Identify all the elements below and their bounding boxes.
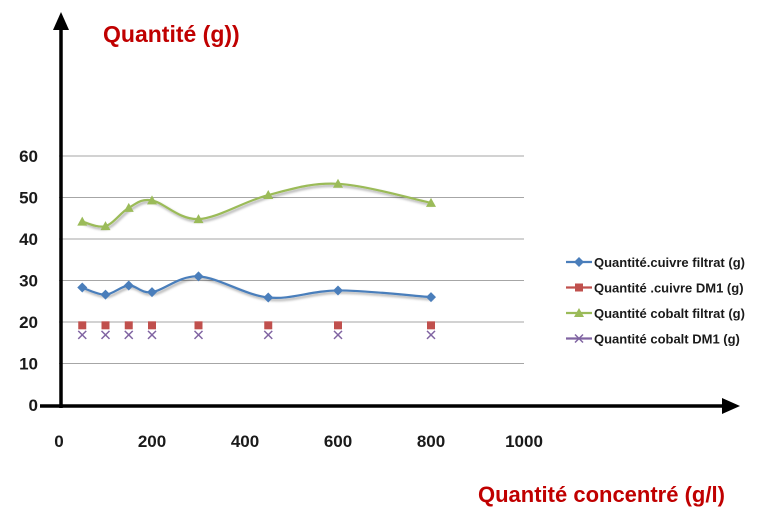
data-point	[193, 214, 204, 224]
series-line	[81, 275, 432, 299]
data-point	[263, 292, 274, 303]
data-point	[124, 321, 133, 330]
data-point	[427, 321, 435, 330]
legend-label: Quantité .cuivre DM1 (g)	[594, 281, 744, 296]
series-3	[77, 178, 436, 231]
y-axis-title: Quantité (g))	[103, 21, 240, 47]
y-tick-label: 10	[19, 355, 38, 374]
x-tick-label: 800	[417, 432, 445, 451]
series-line	[81, 182, 432, 228]
data-point	[78, 321, 87, 330]
series-2	[78, 321, 435, 330]
legend-label: Quantité cobalt filtrat (g)	[594, 306, 745, 321]
data-point	[333, 285, 343, 296]
data-point	[334, 321, 342, 330]
data-point	[77, 216, 88, 226]
legend-marker	[575, 283, 583, 292]
data-point	[426, 330, 436, 340]
y-tick-label: 60	[19, 147, 38, 166]
x-axis-arrow	[722, 398, 740, 414]
data-point	[148, 321, 156, 330]
data-point	[264, 321, 273, 330]
series-1	[77, 271, 436, 303]
data-point	[100, 221, 111, 231]
data-point	[101, 321, 110, 330]
data-point	[426, 292, 436, 303]
y-tick-label: 40	[19, 230, 38, 249]
data-point	[333, 330, 343, 340]
y-tick-label: 50	[19, 189, 38, 208]
data-point	[193, 271, 204, 282]
series-4	[77, 330, 436, 340]
legend-marker	[574, 257, 584, 267]
data-point	[124, 330, 134, 340]
legend-label: Quantité.cuivre filtrat (g)	[594, 255, 745, 270]
x-tick-label: 200	[138, 432, 166, 451]
y-tick-label: 20	[19, 313, 38, 332]
y-tick-label: 30	[19, 272, 38, 291]
y-axis-arrow	[53, 12, 69, 30]
data-point	[77, 330, 87, 340]
x-tick-label: 0	[54, 432, 63, 451]
series-layer	[77, 178, 436, 340]
legend-item: Quantité.cuivre filtrat (g)	[566, 255, 745, 270]
data-point	[263, 330, 273, 340]
data-point	[147, 287, 157, 298]
legend-item: Quantité cobalt filtrat (g)	[566, 306, 745, 321]
data-point	[333, 178, 343, 188]
y-tick-label: 0	[29, 396, 38, 415]
legend-marker	[574, 308, 584, 317]
axes	[40, 12, 740, 414]
data-point	[426, 197, 436, 207]
x-tick-label: 1000	[505, 432, 543, 451]
x-axis-title: Quantité concentré (g/l)	[478, 482, 725, 507]
data-point	[194, 321, 203, 330]
data-point	[77, 282, 88, 293]
data-point	[100, 289, 111, 300]
legend-marker	[574, 333, 584, 344]
x-tick-label: 600	[324, 432, 352, 451]
x-tick-label: 400	[231, 432, 259, 451]
legend-label: Quantité cobalt DM1 (g)	[594, 332, 740, 347]
data-point	[263, 190, 274, 200]
data-point	[147, 195, 157, 205]
data-point	[147, 330, 157, 340]
legend-item: Quantité .cuivre DM1 (g)	[566, 281, 744, 296]
data-point	[100, 330, 111, 340]
gridlines	[59, 155, 524, 364]
data-point	[123, 202, 134, 212]
legend: Quantité.cuivre filtrat (g) Quantité .cui…	[566, 255, 745, 347]
data-point	[123, 280, 134, 291]
data-point	[193, 330, 204, 340]
legend-item: Quantité cobalt DM1 (g)	[566, 332, 740, 347]
